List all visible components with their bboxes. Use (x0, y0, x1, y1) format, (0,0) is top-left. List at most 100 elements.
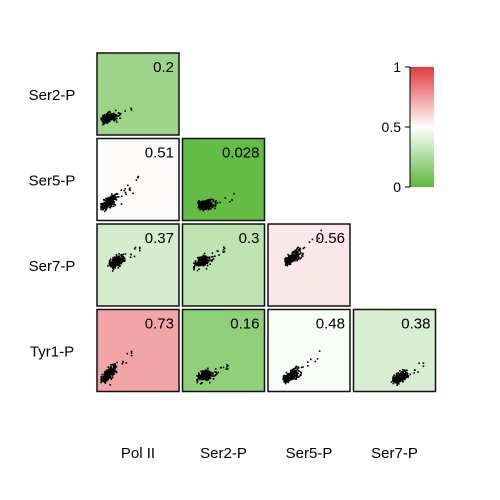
scatter-point (119, 259, 122, 262)
scatter-point (223, 246, 225, 248)
cell-ser7-p-vs-ser2-p: 0.3 (181, 223, 266, 307)
scatter-point (320, 229, 323, 232)
scatter-point (404, 372, 407, 375)
scatter-point (114, 193, 117, 196)
scatter-point (119, 257, 121, 259)
scatter-point (405, 377, 407, 379)
scatter-point (223, 250, 226, 253)
scatter-point (285, 263, 287, 265)
scatter-point (206, 377, 208, 380)
scatter-point (109, 259, 111, 262)
scatter-point (205, 378, 207, 380)
scatter-point (398, 375, 401, 378)
scatter-point (100, 208, 102, 211)
scatter-point (212, 200, 215, 202)
scatter-point (196, 375, 198, 377)
scatter-point (200, 206, 203, 208)
scatter-point (211, 198, 213, 201)
scatter-point (200, 370, 202, 373)
scatter-point (404, 371, 407, 374)
scatter-point (106, 380, 108, 382)
scatter-point (198, 376, 200, 379)
scatter-point (117, 264, 119, 267)
scatter-point (402, 377, 405, 379)
scatter-point (203, 208, 205, 210)
scatter-point (294, 256, 296, 259)
scatter-point (123, 260, 126, 263)
scatter-point (204, 201, 207, 204)
scatter-point (129, 189, 131, 191)
scatter-point (205, 369, 208, 371)
scatter-point (203, 262, 205, 265)
scatter-point (223, 247, 226, 250)
scatter-point (201, 375, 204, 377)
scatter-point (202, 209, 205, 212)
scatter-point (112, 256, 114, 259)
scatter-point (214, 374, 217, 377)
scatter-point (401, 380, 404, 382)
scatter-point (299, 252, 302, 254)
scatter-point (296, 248, 298, 251)
scatter-point (110, 198, 113, 200)
scatter-point (103, 122, 105, 125)
scatter-point (112, 268, 115, 271)
scatter-point (112, 364, 114, 366)
scatter-point (198, 259, 200, 262)
scatter-point (122, 260, 125, 262)
scatter-point (299, 248, 302, 250)
scatter-point (197, 262, 200, 265)
scatter-point (226, 363, 228, 366)
scatter-point (105, 369, 108, 371)
scatter-point (299, 250, 301, 252)
scatter-point (204, 200, 206, 203)
cell-ser5-p-vs-ser2-p: 0.028 (181, 137, 266, 222)
scatter-point (205, 373, 207, 375)
scatter-point (107, 265, 109, 267)
scatter-point (102, 118, 105, 120)
scatter-point (113, 113, 116, 116)
scatter-point (294, 255, 297, 257)
scatter-point (290, 255, 292, 258)
scatter-point (406, 371, 408, 374)
scatter-point (200, 263, 203, 265)
scatter-point (114, 366, 116, 368)
scatter-point (116, 262, 118, 264)
scatter-point (300, 256, 302, 259)
scatter-point (294, 253, 296, 255)
scatter-point (103, 381, 106, 383)
scatter-point (206, 374, 208, 376)
scatter-point (114, 263, 116, 265)
colorbar-tick-label: 0.5 (382, 119, 402, 135)
scatter-point (202, 263, 204, 265)
scatter-point (194, 263, 197, 266)
scatter-point (287, 379, 289, 381)
scatter-point (101, 378, 103, 381)
scatter-point (284, 376, 286, 379)
scatter-point (292, 376, 294, 379)
scatter-point (199, 206, 201, 208)
scatter-point (227, 365, 229, 367)
scatter-point (399, 380, 401, 382)
correlation-value-label: 0.56 (316, 230, 345, 247)
scatter-point (193, 268, 195, 271)
scatter-point (288, 378, 291, 381)
scatter-point (296, 259, 298, 262)
scatter-point (111, 261, 114, 264)
scatter-point (295, 254, 297, 256)
scatter-point (117, 112, 120, 114)
scatter-point (114, 109, 117, 112)
scatter-point (290, 261, 292, 263)
scatter-point (118, 112, 121, 114)
scatter-point (105, 116, 107, 118)
scatter-point (200, 261, 202, 263)
scatter-point (109, 206, 112, 209)
scatter-point (114, 370, 117, 372)
scatter-point (406, 369, 408, 371)
scatter-point (107, 366, 109, 368)
scatter-point (111, 194, 114, 197)
scatter-point (119, 261, 122, 264)
scatter-point (399, 379, 401, 382)
scatter-point (201, 371, 203, 374)
scatter-point (116, 117, 118, 120)
scatter-point (101, 204, 103, 206)
